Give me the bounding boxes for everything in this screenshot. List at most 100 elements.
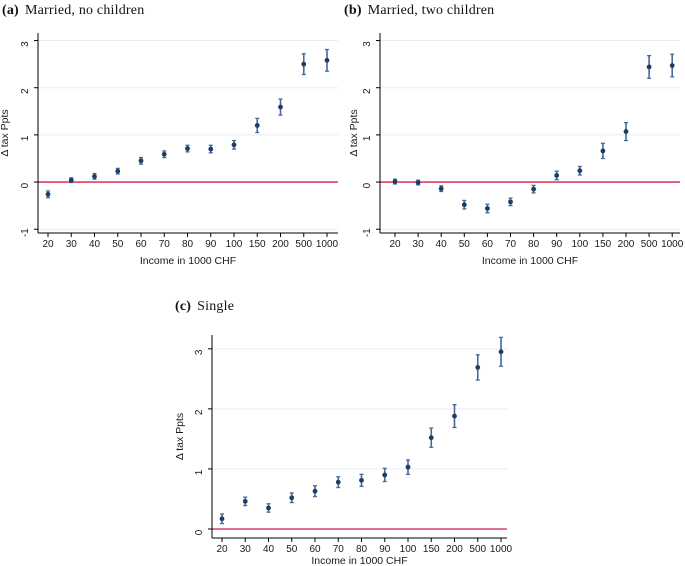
estimate-point <box>577 168 583 174</box>
x-tick-label: 90 <box>205 239 217 250</box>
estimate-point <box>646 64 652 70</box>
x-tick-label: 200 <box>272 239 289 250</box>
panel-b-title: (b) Married, two children <box>344 3 494 19</box>
y-tick-label: 3 <box>20 41 31 47</box>
panel-a-title: (a) Married, no children <box>2 3 144 19</box>
estimate-point <box>531 186 536 192</box>
x-tick-label: 30 <box>66 239 78 250</box>
x-tick-label: 30 <box>240 544 252 555</box>
x-tick-label: 90 <box>551 239 563 250</box>
y-axis-title: Δ tax Ppts <box>0 109 11 156</box>
y-tick-label: 0 <box>362 182 373 188</box>
y-tick-label: -1 <box>20 228 31 237</box>
estimate-point <box>68 177 74 183</box>
estimate-point <box>242 498 248 504</box>
y-tick-label: 2 <box>362 88 373 94</box>
x-tick-label: 60 <box>309 544 321 555</box>
x-tick-label: 100 <box>226 239 243 250</box>
x-tick-label: 150 <box>249 239 266 250</box>
estimate-point <box>485 206 490 211</box>
panel-a-title-text: Married, no children <box>24 3 145 18</box>
x-tick-label: 150 <box>423 544 440 555</box>
y-axis-title: Δ tax Ppts <box>174 413 186 460</box>
estimate-point <box>138 158 144 164</box>
estimate-point <box>498 349 504 355</box>
x-axis-title: Income in 1000 CHF <box>482 255 578 267</box>
estimate-point <box>278 104 283 110</box>
estimate-point <box>452 413 457 419</box>
panel-c-title: (c) Single <box>175 299 234 315</box>
estimate-point <box>185 146 190 151</box>
panel-a-chart: -1 0 1 2 3 20 30 40 50 60 70 80 90 100 150 200 500 1000 In… <box>0 33 339 267</box>
x-tick-label: 80 <box>528 239 540 250</box>
estimate-point <box>438 186 444 192</box>
y-tick-label: 3 <box>362 41 373 47</box>
estimate-point <box>392 179 398 184</box>
panel-c-label: (c) <box>175 299 192 314</box>
estimate-point <box>208 146 214 152</box>
y-tick-label: 0 <box>194 529 205 535</box>
estimate-point <box>312 488 318 494</box>
x-tick-label: 50 <box>286 544 298 555</box>
x-tick-label: 500 <box>469 544 486 555</box>
x-tick-label: 40 <box>89 239 101 250</box>
x-tick-label: 20 <box>216 544 228 555</box>
estimate-point <box>623 129 629 134</box>
estimate-point <box>382 472 388 478</box>
panel-b-label: (b) <box>344 3 362 18</box>
estimate-point <box>301 61 307 67</box>
x-tick-label: 70 <box>505 239 517 250</box>
x-tick-label: 70 <box>333 544 345 555</box>
x-tick-label: 40 <box>436 239 448 250</box>
estimate-point <box>428 435 434 441</box>
y-tick-label: 2 <box>20 88 31 94</box>
x-tick-label: 80 <box>182 239 194 250</box>
x-tick-label: 20 <box>42 239 54 250</box>
x-axis-title: Income in 1000 CHF <box>140 255 236 267</box>
x-tick-label: 200 <box>618 239 635 250</box>
estimate-point <box>231 142 237 148</box>
y-tick-label: 1 <box>20 135 31 141</box>
estimate-point <box>415 180 421 185</box>
x-tick-label: 90 <box>379 544 391 555</box>
x-tick-label: 60 <box>135 239 147 250</box>
x-tick-label: 100 <box>571 239 588 250</box>
estimate-point <box>554 173 560 178</box>
y-tick-label: -1 <box>362 228 373 237</box>
y-tick-label: 1 <box>362 135 373 141</box>
y-tick-label: 1 <box>194 469 205 475</box>
y-axis-title: Δ tax Ppts <box>348 109 360 156</box>
estimate-point <box>405 464 411 470</box>
estimate-point <box>508 199 513 205</box>
panel-c-chart: 0 1 2 3 20 30 40 50 60 70 80 90 100 150 200 500 1000 Inco… <box>174 335 513 566</box>
estimate-point <box>161 151 167 157</box>
estimate-point <box>254 123 260 128</box>
estimate-point <box>289 495 295 501</box>
x-tick-label: 200 <box>446 544 463 555</box>
panel-b-chart: -1 0 1 2 3 20 30 40 50 60 70 80 90 100 150 200 500 1000 In… <box>348 33 684 267</box>
estimate-point <box>669 63 675 68</box>
x-tick-label: 30 <box>413 239 425 250</box>
x-tick-label: 1000 <box>316 239 339 250</box>
estimate-point <box>115 168 121 174</box>
x-tick-label: 50 <box>112 239 124 250</box>
y-tick-label: 0 <box>20 182 31 188</box>
estimate-point <box>324 57 330 63</box>
x-tick-label: 500 <box>641 239 658 250</box>
x-tick-label: 50 <box>459 239 471 250</box>
estimate-point <box>461 202 467 208</box>
estimate-point <box>600 148 606 154</box>
panel-a-label: (a) <box>2 3 19 18</box>
estimate-point <box>475 365 481 370</box>
x-axis-title: Income in 1000 CHF <box>311 555 407 566</box>
estimate-point <box>219 516 225 522</box>
y-tick-label: 3 <box>194 349 205 355</box>
x-tick-label: 20 <box>389 239 401 250</box>
y-tick-label: 2 <box>194 409 205 415</box>
estimate-point <box>359 477 364 483</box>
estimate-point <box>266 505 271 511</box>
estimate-point <box>335 479 341 485</box>
x-tick-label: 500 <box>295 239 312 250</box>
x-tick-label: 80 <box>356 544 368 555</box>
